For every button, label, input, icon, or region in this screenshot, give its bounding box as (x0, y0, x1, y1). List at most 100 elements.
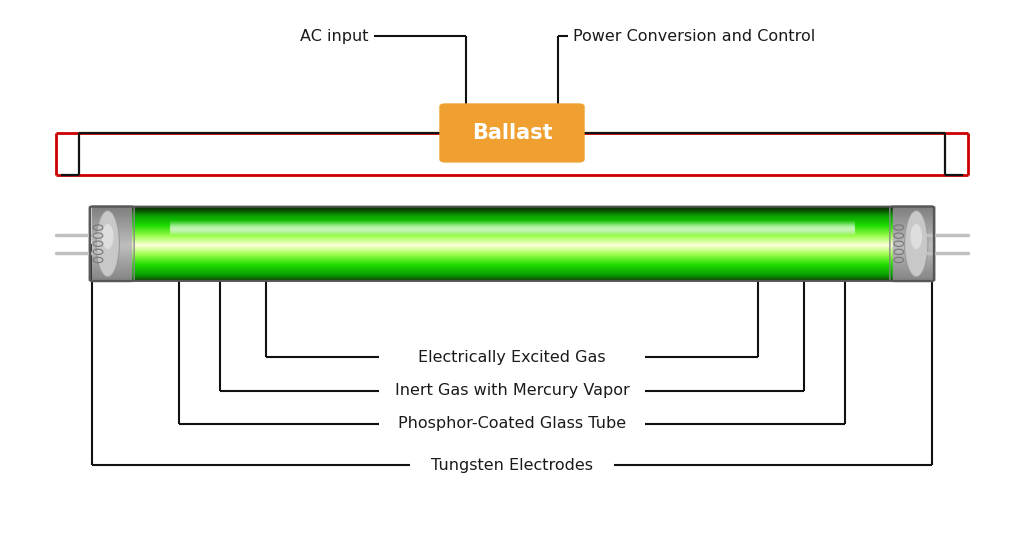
Bar (170, 229, 854, 230)
Bar (123, 233, 901, 234)
Bar (123, 278, 901, 279)
Bar (123, 234, 901, 235)
Bar (123, 266, 901, 268)
Bar (123, 237, 901, 238)
FancyBboxPatch shape (439, 103, 585, 163)
Bar (123, 223, 901, 224)
Bar (893, 279, 932, 281)
Bar (123, 218, 901, 219)
Bar (123, 268, 901, 269)
Bar (123, 210, 901, 211)
Bar (123, 224, 901, 225)
Bar (123, 225, 901, 227)
Bar (123, 245, 901, 247)
Bar (123, 222, 901, 223)
Bar (92, 279, 131, 281)
Bar (92, 247, 131, 250)
Bar (123, 271, 901, 273)
Bar (123, 259, 901, 260)
Bar (92, 276, 131, 279)
Bar (170, 225, 854, 226)
Bar (123, 251, 901, 252)
Bar (123, 266, 901, 267)
Bar (123, 272, 901, 273)
Bar (92, 207, 131, 209)
Bar (893, 271, 932, 274)
Bar (893, 247, 932, 250)
Bar (123, 225, 901, 226)
Bar (123, 274, 901, 275)
Bar (123, 261, 901, 263)
Bar (92, 208, 131, 211)
Bar (893, 269, 932, 272)
Text: Electrically Excited Gas: Electrically Excited Gas (418, 350, 606, 365)
Bar (170, 232, 854, 233)
Bar (170, 223, 854, 224)
Bar (893, 210, 932, 213)
Bar (893, 275, 932, 278)
Bar (893, 223, 932, 225)
Bar (123, 226, 901, 227)
Bar (123, 268, 901, 269)
Bar (123, 222, 901, 223)
Bar (123, 252, 901, 253)
Bar (92, 258, 131, 261)
Text: Inert Gas with Mercury Vapor: Inert Gas with Mercury Vapor (394, 383, 630, 398)
Bar (123, 241, 901, 242)
Text: Ballast: Ballast (472, 123, 552, 143)
Text: Tungsten Electrodes: Tungsten Electrodes (431, 458, 593, 473)
Bar (92, 216, 131, 218)
Bar (123, 233, 901, 234)
Bar (170, 228, 854, 229)
Bar (92, 227, 131, 229)
Bar (123, 219, 901, 220)
Bar (893, 227, 932, 229)
Bar (92, 218, 131, 220)
Bar (123, 216, 901, 217)
Bar (893, 243, 932, 246)
Bar (92, 268, 131, 270)
Bar (123, 213, 901, 214)
Bar (170, 230, 854, 232)
Bar (893, 257, 932, 259)
Bar (123, 278, 901, 279)
Bar (92, 238, 131, 240)
Bar (123, 232, 901, 233)
Bar (123, 238, 901, 239)
Bar (123, 258, 901, 259)
Bar (170, 220, 854, 222)
Bar (123, 243, 901, 244)
Bar (893, 276, 932, 279)
Bar (170, 232, 854, 233)
Bar (123, 207, 901, 208)
Bar (170, 224, 854, 225)
Bar (92, 242, 131, 244)
Bar (123, 220, 901, 221)
Bar (92, 234, 131, 237)
Bar (92, 273, 131, 275)
Bar (893, 232, 932, 235)
Bar (92, 269, 131, 272)
Bar (893, 221, 932, 224)
Bar (92, 229, 131, 231)
Bar (893, 254, 932, 257)
Bar (123, 256, 901, 257)
Bar (123, 208, 901, 209)
Bar (170, 223, 854, 225)
Bar (170, 230, 854, 231)
Bar (123, 259, 901, 260)
Bar (92, 257, 131, 259)
Bar (123, 273, 901, 274)
Bar (92, 271, 131, 274)
Bar (123, 254, 901, 255)
Bar (123, 228, 901, 229)
Bar (92, 254, 131, 257)
Bar (92, 214, 131, 217)
Bar (92, 243, 131, 246)
Bar (123, 227, 901, 228)
Bar (893, 234, 932, 237)
Bar (893, 229, 932, 231)
Bar (123, 253, 901, 254)
Bar (92, 232, 131, 235)
Bar (170, 219, 854, 221)
